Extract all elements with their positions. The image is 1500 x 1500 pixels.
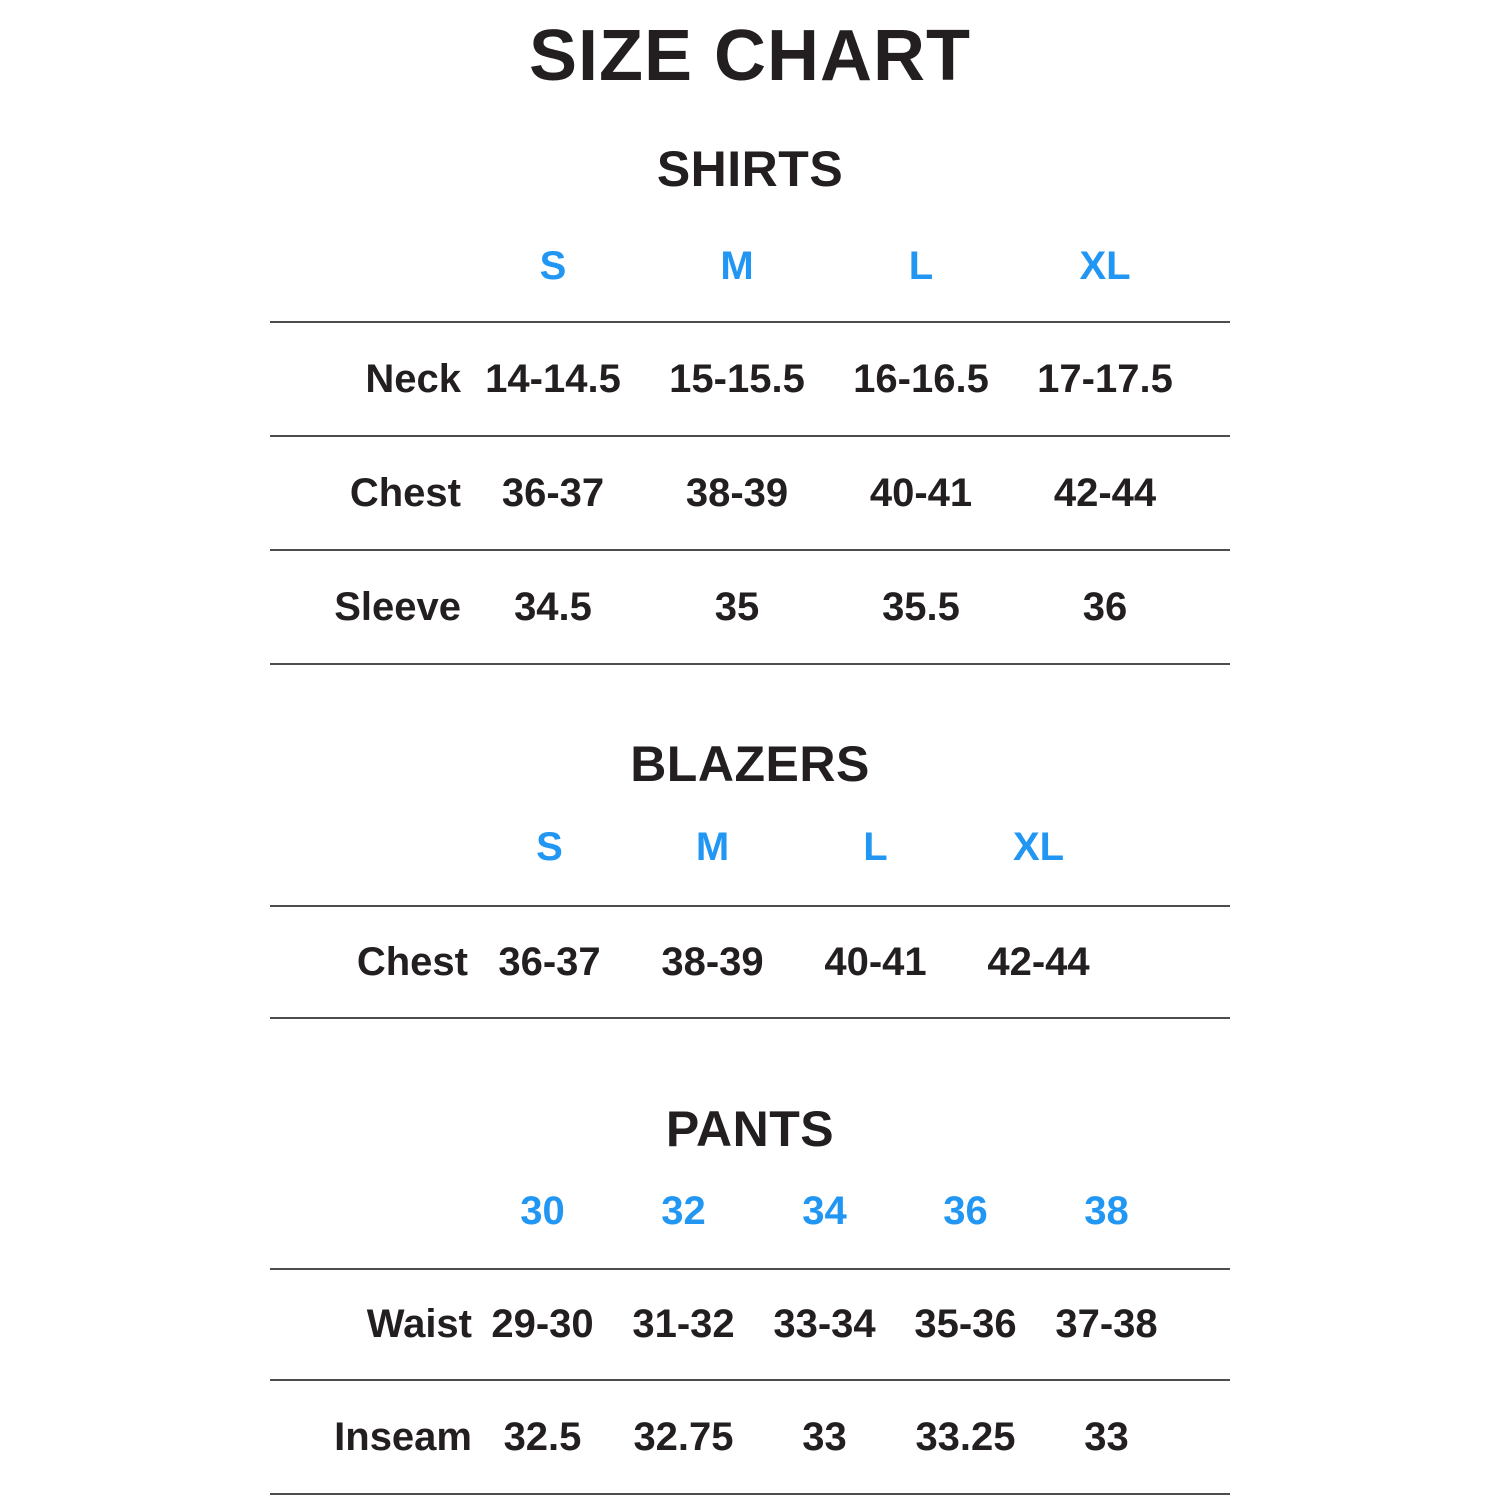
empty-cell [1120,906,1230,1019]
value-cell: 42-44 [1013,436,1197,551]
empty-cell [1177,1154,1230,1270]
shirts-column-header-m: M [645,194,829,323]
value-cell: 33-34 [754,1269,895,1381]
pants-row-waist: Waist 29-30 31-32 33-34 35-36 37-38 [270,1269,1230,1381]
empty-cell [1177,1380,1230,1495]
value-cell: 35 [645,550,829,665]
shirts-column-header-l: L [829,194,1013,323]
value-cell: 32.5 [472,1380,613,1495]
value-cell: 35.5 [829,550,1013,665]
section-heading-blazers: BLAZERS [630,736,870,792]
shirts-header-row: S M L XL [270,194,1230,323]
pants-column-header-32: 32 [613,1154,754,1270]
pants-row-inseam: Inseam 32.5 32.75 33 33.25 33 [270,1380,1230,1495]
page-title: SIZE CHART [529,16,971,96]
empty-cell [1197,436,1230,551]
empty-cell [1177,1269,1230,1381]
row-label-sleeve: Sleeve [270,550,461,665]
value-cell: 17-17.5 [1013,322,1197,437]
value-cell: 16-16.5 [829,322,1013,437]
value-cell: 34.5 [461,550,645,665]
pants-column-header-34: 34 [754,1154,895,1270]
pants-header-row: 30 32 34 36 38 [270,1154,1230,1270]
value-cell: 42-44 [957,906,1120,1019]
pants-size-table: 30 32 34 36 38 Waist 29-30 31-32 33-34 3… [270,1154,1230,1495]
shirts-row-sleeve: Sleeve 34.5 35 35.5 36 [270,550,1230,665]
shirts-size-table: S M L XL Neck 14-14.5 15-15.5 16-16.5 17… [270,194,1230,665]
value-cell: 32.75 [613,1380,754,1495]
row-label-chest: Chest [270,906,468,1019]
shirts-row-neck: Neck 14-14.5 15-15.5 16-16.5 17-17.5 [270,322,1230,437]
row-label-chest: Chest [270,436,461,551]
pants-column-header-30: 30 [472,1154,613,1270]
shirts-column-header-s: S [461,194,645,323]
value-cell: 33 [754,1380,895,1495]
blazers-size-table: S M L XL Chest 36-37 38-39 40-41 42-44 [270,789,1230,1019]
blazers-header-row: S M L XL [270,789,1230,907]
empty-cell [1197,322,1230,437]
empty-corner-cell [270,194,461,323]
blazers-row-chest: Chest 36-37 38-39 40-41 42-44 [270,906,1230,1019]
value-cell: 36-37 [461,436,645,551]
empty-cell [1120,789,1230,907]
shirts-row-chest: Chest 36-37 38-39 40-41 42-44 [270,436,1230,551]
section-heading-shirts: SHIRTS [656,141,844,197]
value-cell: 14-14.5 [461,322,645,437]
blazers-column-header-s: S [468,789,631,907]
row-label-waist: Waist [270,1269,472,1381]
value-cell: 33 [1036,1380,1177,1495]
value-cell: 36-37 [468,906,631,1019]
value-cell: 40-41 [829,436,1013,551]
value-cell: 31-32 [613,1269,754,1381]
value-cell: 36 [1013,550,1197,665]
value-cell: 40-41 [794,906,957,1019]
empty-corner-cell [270,1154,472,1270]
value-cell: 29-30 [472,1269,613,1381]
pants-column-header-36: 36 [895,1154,1036,1270]
value-cell: 33.25 [895,1380,1036,1495]
blazers-column-header-xl: XL [957,789,1120,907]
value-cell: 38-39 [631,906,794,1019]
shirts-column-header-xl: XL [1013,194,1197,323]
value-cell: 15-15.5 [645,322,829,437]
row-label-inseam: Inseam [270,1380,472,1495]
row-label-neck: Neck [270,322,461,437]
section-heading-pants: PANTS [665,1101,835,1157]
blazers-column-header-m: M [631,789,794,907]
empty-cell [1197,550,1230,665]
empty-corner-cell [270,789,468,907]
value-cell: 35-36 [895,1269,1036,1381]
value-cell: 37-38 [1036,1269,1177,1381]
blazers-column-header-l: L [794,789,957,907]
value-cell: 38-39 [645,436,829,551]
pants-column-header-38: 38 [1036,1154,1177,1270]
empty-cell [1197,194,1230,323]
